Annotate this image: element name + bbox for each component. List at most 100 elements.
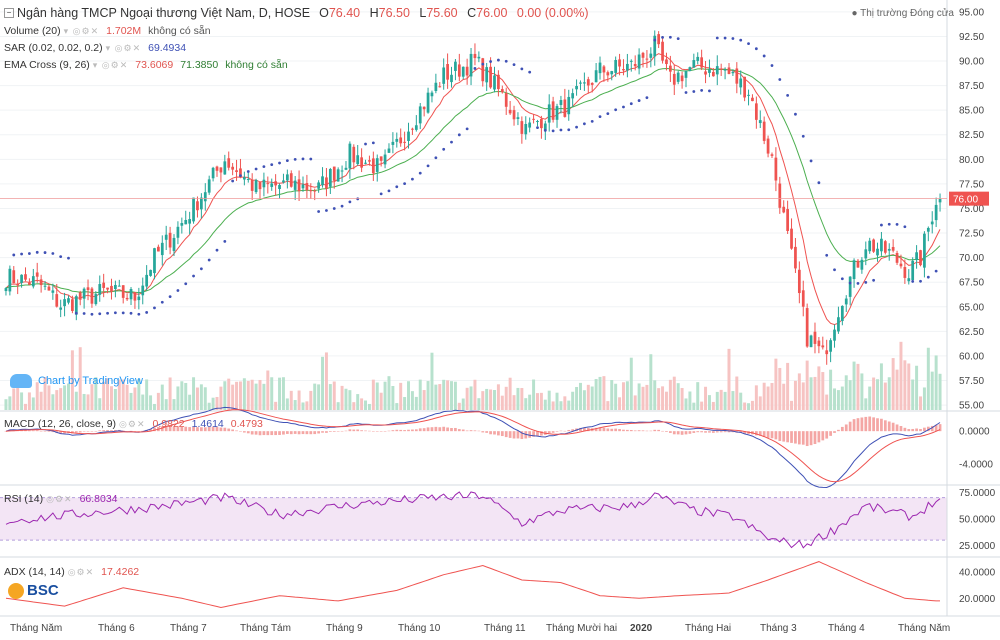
candle-body [915, 252, 918, 261]
macd-legend[interactable]: MACD (12, 26, close, 9) ◎⚙✕ 0.9822 1.4614… [4, 418, 263, 430]
macd-histogram-bar [164, 425, 168, 432]
volume-bar [35, 382, 39, 410]
macd-histogram-bar [188, 427, 192, 432]
macd-histogram-bar [418, 428, 422, 432]
candle-body [160, 242, 164, 256]
sar-dot [754, 47, 758, 51]
market-status: ● Thị trường Đóng cửa [851, 8, 954, 19]
sar-dot [121, 311, 125, 315]
sar-dot [340, 204, 344, 208]
volume-bar [442, 379, 446, 410]
candle-body [672, 73, 676, 85]
sar-legend[interactable]: SAR (0.02, 0.02, 0.2) ▾ ◎⚙✕ 69.4934 [4, 42, 187, 54]
sar-dot [184, 282, 188, 286]
volume-bar [543, 399, 547, 410]
macd-histogram-bar [672, 431, 676, 435]
macd-histogram-bar [153, 427, 156, 432]
candle-body [399, 137, 403, 144]
volume-bar [184, 382, 188, 410]
candle-body [719, 68, 723, 70]
sar-dot [270, 163, 274, 167]
macd-histogram-bar [641, 430, 645, 432]
candle-body [497, 74, 500, 90]
volume-bar [614, 383, 618, 410]
sar-dot [160, 300, 164, 304]
price-axis: 95.00 92.50 90.00 87.50 85.00 82.50 80.00 77.50… [0, 0, 996, 616]
volume-bar [387, 376, 391, 410]
volume-bar [793, 380, 797, 410]
macd-histogram-bar [172, 426, 176, 432]
sar-dot [348, 200, 352, 204]
rsi-legend[interactable]: RSI (14) ◎⚙✕ 66.8034 [4, 493, 118, 505]
volume-bar [539, 392, 543, 410]
candle-body [317, 182, 320, 189]
volume-bar [371, 379, 375, 410]
candle-body [684, 70, 688, 78]
candle-body [696, 56, 700, 61]
candle-body [586, 79, 590, 86]
sar-dot [411, 177, 414, 181]
macd-histogram-bar [63, 431, 66, 434]
volume-bar [516, 387, 520, 410]
volume-bar [285, 398, 289, 410]
macd-histogram-bar [192, 426, 195, 432]
volume-bar [856, 363, 860, 410]
volume-bar [762, 382, 766, 410]
candle-body [837, 317, 840, 332]
volume-bar [883, 382, 887, 410]
volume-bar [696, 382, 700, 410]
ema-legend[interactable]: EMA Cross (9, 26) ▾ ◎⚙✕ 73.6069 71.3850 k… [4, 59, 288, 71]
volume-bar [24, 403, 27, 410]
sar-dot [614, 108, 618, 112]
macd-histogram-bar [711, 431, 715, 433]
macd-histogram-bar [414, 429, 418, 432]
legend-buttons-icon: ▾ ◎⚙✕ [92, 59, 129, 70]
volume-bar [410, 391, 414, 410]
macd-histogram-bar [4, 431, 8, 432]
volume-bar [704, 386, 708, 410]
price-tick-label: 62.50 [959, 327, 984, 338]
sar-dot [426, 164, 430, 168]
sar-dot [74, 311, 78, 315]
macd-histogram-bar [274, 431, 277, 436]
candle-body [285, 174, 289, 181]
volume-bar [829, 369, 833, 410]
adx-legend[interactable]: ADX (14, 14) ◎⚙✕ 17.4262 [4, 566, 140, 578]
tradingview-logo[interactable]: Chart by TradingView [10, 374, 143, 388]
volume-bar [70, 350, 74, 410]
macd-histogram-bar [450, 428, 453, 432]
collapse-icon[interactable]: − [4, 8, 14, 18]
sar-dot [59, 255, 63, 259]
macd-histogram-bar [430, 427, 434, 432]
volume-bar [532, 379, 536, 410]
volume-bar [821, 372, 825, 410]
candle-body [610, 71, 614, 75]
macd-histogram-bar [938, 424, 942, 432]
candle-body [309, 190, 313, 192]
volume-bar [907, 363, 911, 410]
volume-bar [879, 363, 883, 410]
volume-bar [938, 373, 942, 410]
macd-histogram-bar [883, 420, 887, 432]
candle-body [227, 158, 231, 168]
macd-histogram-bar [817, 431, 821, 443]
macd-histogram-bar [903, 427, 907, 432]
volume-bar [469, 386, 473, 410]
macd-histogram-bar [485, 431, 489, 433]
candle-body [74, 296, 78, 315]
macd-histogram-bar [848, 421, 852, 432]
candle-body [665, 59, 668, 65]
volume-bar [684, 398, 688, 410]
volume-legend[interactable]: Volume (20) ▾ ◎⚙✕ 1.702M không có sẵn [4, 25, 211, 37]
sar-dot [848, 281, 852, 285]
candle-body [246, 178, 250, 181]
macd-histogram-bar [919, 428, 922, 432]
sar-dot [926, 275, 930, 279]
macd-histogram-bar [864, 416, 868, 432]
volume-bar [555, 392, 559, 410]
candle-body [907, 278, 911, 282]
volume-bar [395, 403, 399, 410]
volume-bar [39, 391, 43, 410]
candle-body [614, 60, 618, 73]
